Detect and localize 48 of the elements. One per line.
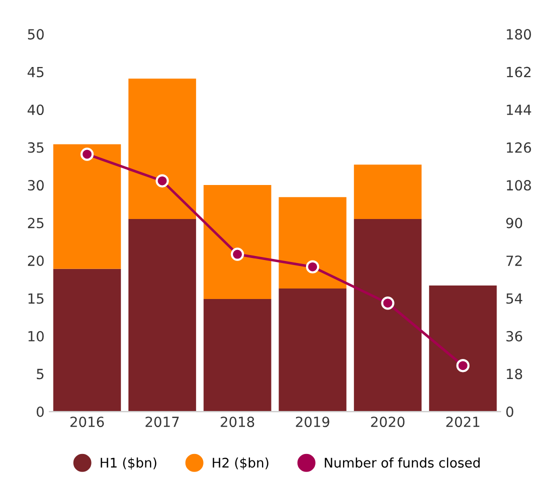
legend-label: H2 ($bn) (212, 457, 268, 470)
point (306, 260, 320, 274)
y-tick-label: 0 (36, 406, 44, 417)
bar (53, 268, 121, 412)
y-tick-label: 30 (28, 180, 44, 191)
y2-tick-label: 0 (506, 406, 514, 417)
y-tick-label: 45 (28, 66, 44, 78)
x-tick-label: 2019 (296, 416, 330, 428)
point (456, 358, 470, 372)
point (80, 148, 94, 161)
y2-tick-label: 180 (506, 29, 531, 40)
y-tick-label: 50 (28, 29, 44, 40)
bar (354, 219, 422, 412)
y2-tick-label: 72 (506, 256, 522, 266)
bar (278, 197, 346, 288)
legend-label: H1 ($bn) (100, 457, 156, 470)
bar (128, 219, 196, 412)
bar (204, 185, 272, 300)
y2-tick-label: 126 (506, 142, 531, 153)
x-tick-label: 2021 (446, 416, 480, 428)
bar (53, 144, 121, 269)
point (381, 296, 394, 310)
y2-tick-label: 54 (506, 293, 522, 304)
x-tick-label: 2020 (371, 416, 404, 428)
y-tick-label: 35 (28, 142, 44, 153)
legend-label: Number of funds closed (324, 457, 480, 468)
bar (128, 78, 196, 220)
y-tick-label: 5 (36, 368, 44, 380)
y-tick-label: 10 (28, 331, 44, 342)
y2-tick-label: 144 (506, 104, 532, 115)
y2-tick-label: 90 (506, 218, 522, 228)
bar (278, 288, 346, 412)
x-tick-label: 2016 (70, 416, 104, 428)
y-tick-label: 15 (28, 293, 44, 304)
x-tick-label: 2018 (220, 416, 254, 428)
x-tick-label: 2017 (146, 416, 179, 428)
y-tick-label: 40 (28, 104, 44, 116)
bar (204, 299, 272, 412)
y2-tick-label: 162 (506, 66, 530, 78)
point (156, 174, 169, 188)
y-tick-label: 20 (28, 256, 44, 266)
point (230, 248, 244, 261)
bar (429, 285, 497, 412)
y2-tick-label: 108 (506, 180, 531, 191)
y2-tick-label: 36 (506, 331, 522, 342)
y-tick-label: 25 (28, 218, 44, 228)
y2-tick-label: 18 (506, 368, 522, 380)
bar (354, 164, 422, 220)
